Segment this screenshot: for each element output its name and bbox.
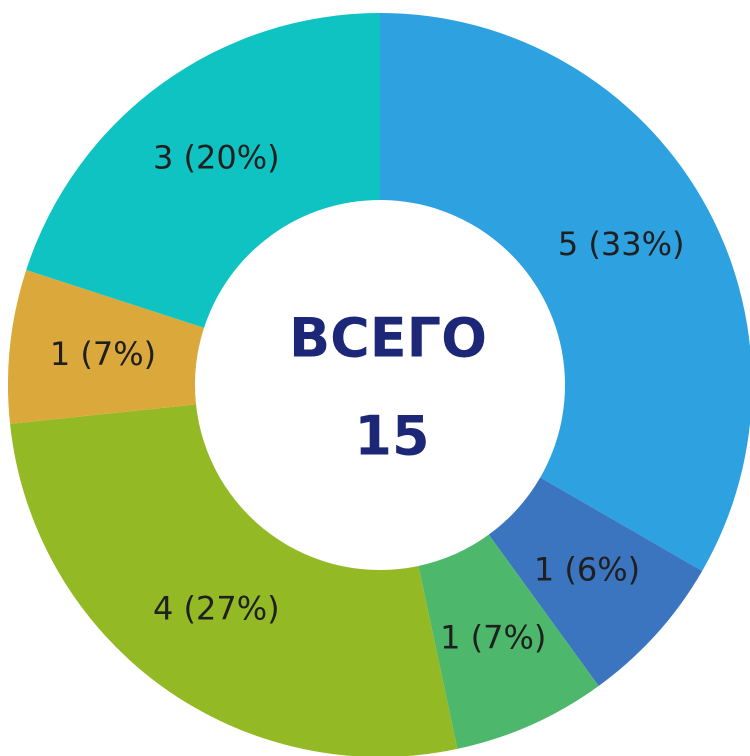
slice	[26, 13, 381, 328]
slice	[488, 477, 703, 686]
data-label: 4 (27%)	[153, 589, 280, 627]
slice	[418, 534, 599, 749]
data-label: 1 (6%)	[534, 550, 640, 588]
center-value: 15	[354, 405, 429, 468]
data-label: 1 (7%)	[440, 618, 546, 656]
data-label: 1 (7%)	[50, 335, 156, 373]
slice	[10, 404, 458, 756]
slice	[7, 270, 205, 424]
slice	[380, 13, 750, 571]
data-label: 3 (20%)	[153, 139, 280, 177]
center-title: ВСЕГО	[289, 307, 487, 370]
data-label: 5 (33%)	[558, 225, 685, 263]
